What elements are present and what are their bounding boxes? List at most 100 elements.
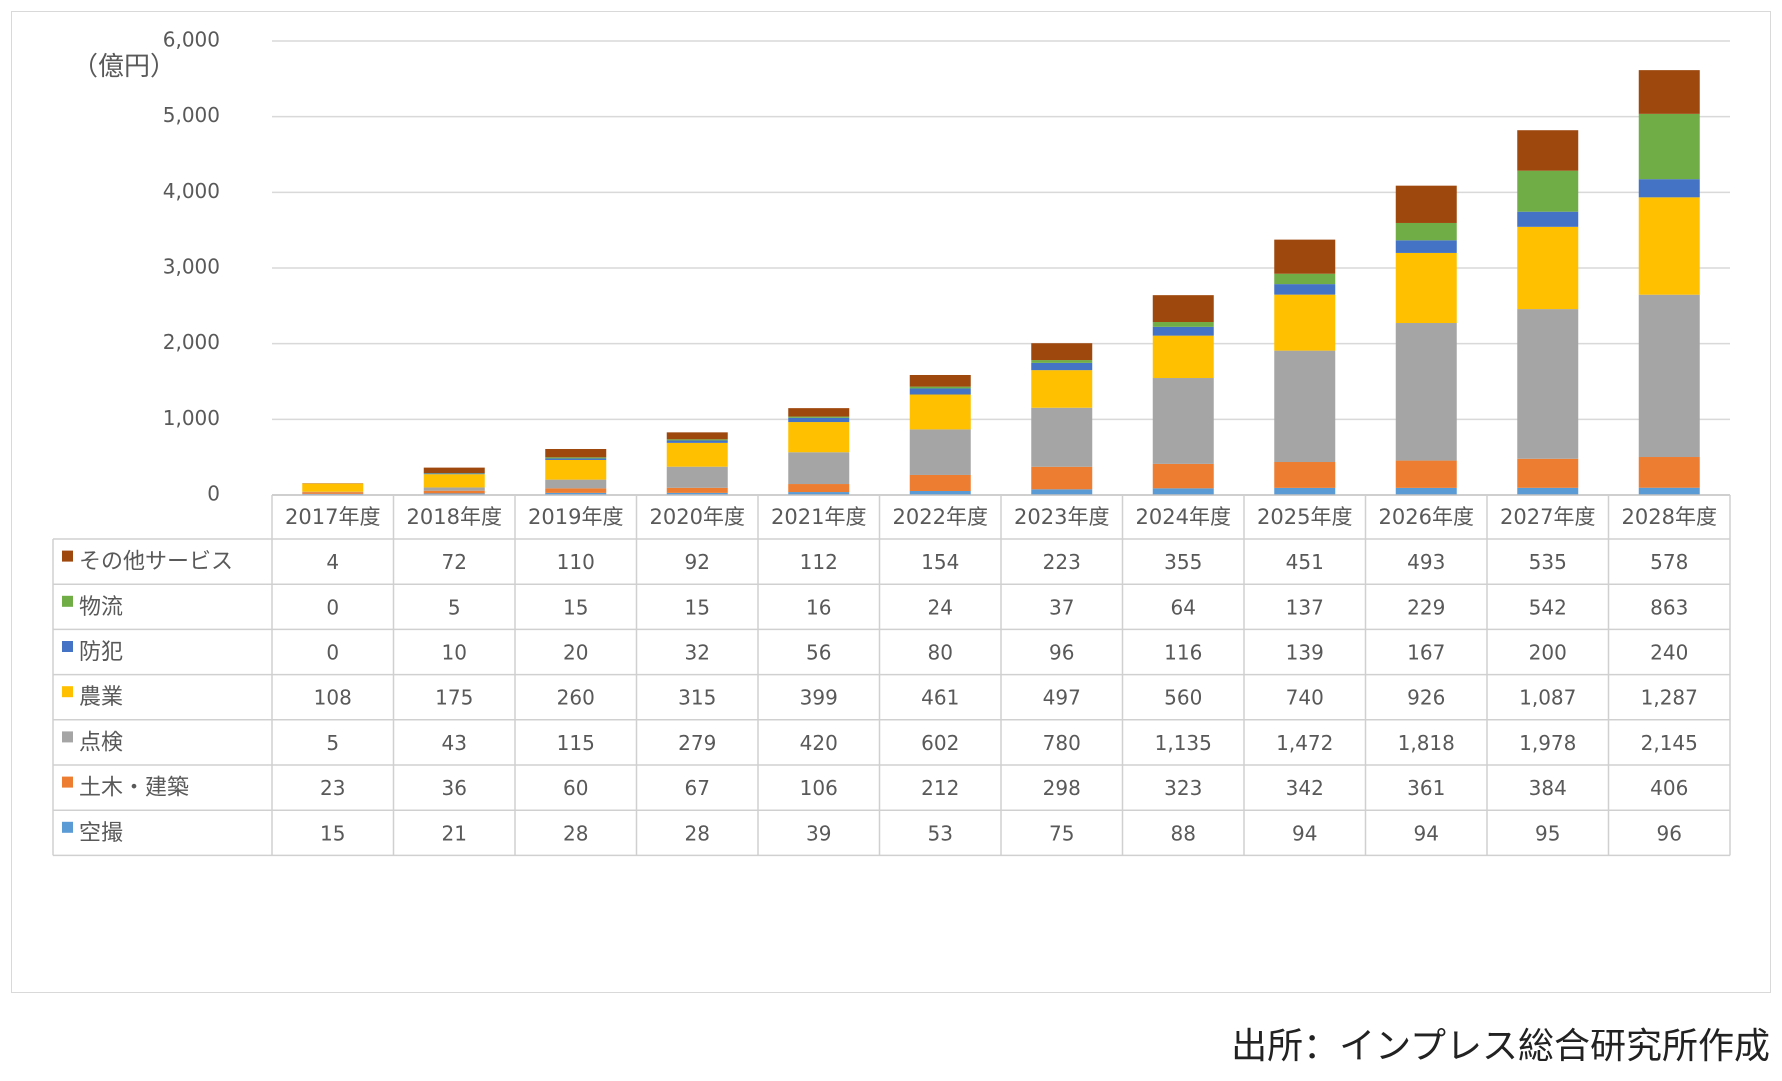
data-label: 229 bbox=[1407, 595, 1445, 619]
data-label: 212 bbox=[921, 776, 959, 800]
data-label: 43 bbox=[442, 731, 467, 755]
data-label: 108 bbox=[314, 686, 352, 710]
bar-segment bbox=[545, 448, 607, 458]
data-label: 94 bbox=[1292, 821, 1317, 845]
bar-segment bbox=[1274, 487, 1336, 495]
data-label: 780 bbox=[1043, 731, 1081, 755]
data-label: 94 bbox=[1414, 821, 1439, 845]
data-label: 260 bbox=[557, 686, 595, 710]
y-tick-label: 0 bbox=[207, 482, 220, 506]
bar-segment bbox=[1395, 460, 1457, 488]
data-label: 56 bbox=[806, 641, 831, 665]
bar-segment bbox=[788, 452, 850, 485]
data-label: 740 bbox=[1286, 686, 1324, 710]
data-label: 21 bbox=[442, 821, 467, 845]
legend-swatch bbox=[62, 776, 73, 788]
bar-segment bbox=[1395, 252, 1457, 324]
data-label: 342 bbox=[1286, 776, 1324, 800]
data-label: 110 bbox=[557, 550, 595, 574]
y-axis-unit-label: （億円） bbox=[72, 52, 177, 82]
bar-segment bbox=[1274, 350, 1336, 463]
data-label: 80 bbox=[928, 641, 953, 665]
legend-label: 物流 bbox=[79, 595, 123, 620]
bar-segment bbox=[423, 490, 485, 494]
data-label: 16 bbox=[806, 595, 831, 619]
data-label: 112 bbox=[800, 550, 838, 574]
data-label: 461 bbox=[921, 686, 959, 710]
data-label: 96 bbox=[1657, 821, 1682, 845]
data-label: 23 bbox=[320, 776, 345, 800]
data-label: 1,135 bbox=[1155, 731, 1212, 755]
data-label: 28 bbox=[563, 821, 588, 845]
data-label: 72 bbox=[442, 550, 467, 574]
data-label: 88 bbox=[1171, 821, 1196, 845]
data-label: 0 bbox=[326, 595, 339, 619]
bar-segment bbox=[788, 408, 850, 417]
y-tick-label: 3,000 bbox=[163, 255, 220, 279]
data-label: 1,978 bbox=[1519, 731, 1576, 755]
data-label: 493 bbox=[1407, 550, 1445, 574]
bar-segment bbox=[423, 474, 485, 488]
bar-segment bbox=[1274, 273, 1336, 285]
x-tick-label: 2024年度 bbox=[1136, 505, 1231, 529]
bar-segment bbox=[909, 429, 971, 475]
bar-segment bbox=[1395, 240, 1457, 253]
bar-segment bbox=[1395, 222, 1457, 241]
bar-segment bbox=[423, 467, 485, 474]
bar-segment bbox=[1274, 462, 1336, 488]
bar-segment bbox=[1152, 326, 1214, 336]
chart-frame: （億円） 0 1,000 2,000 3,000 4,000 5,000 6,000 2017… bbox=[11, 11, 1771, 993]
source-note: 出所：インプレス総合研究所作成 bbox=[1231, 1026, 1770, 1067]
data-label: 535 bbox=[1529, 550, 1567, 574]
y-tick-label: 6,000 bbox=[163, 28, 220, 52]
data-label: 200 bbox=[1529, 641, 1567, 665]
data-label: 315 bbox=[678, 686, 716, 710]
data-label: 323 bbox=[1164, 776, 1202, 800]
x-tick-label: 2018年度 bbox=[407, 505, 502, 529]
bar-segment bbox=[1152, 295, 1214, 323]
data-label: 10 bbox=[442, 641, 467, 665]
data-label: 1,472 bbox=[1276, 731, 1333, 755]
data-label: 15 bbox=[320, 821, 345, 845]
data-label: 24 bbox=[928, 595, 953, 619]
bar-segment bbox=[1274, 294, 1336, 351]
data-label: 863 bbox=[1650, 595, 1688, 619]
bar-segment bbox=[423, 493, 485, 495]
data-label: 926 bbox=[1407, 686, 1445, 710]
data-label: 1,287 bbox=[1641, 686, 1698, 710]
data-label: 67 bbox=[685, 776, 710, 800]
bar-segment bbox=[666, 432, 728, 440]
y-tick-label: 5,000 bbox=[163, 103, 220, 127]
bar-segment bbox=[302, 492, 364, 494]
bar-segment bbox=[788, 422, 850, 453]
bar-segment bbox=[1031, 370, 1093, 408]
bar-segment bbox=[545, 479, 607, 489]
y-tick-label: 2,000 bbox=[163, 330, 220, 354]
data-label: 175 bbox=[435, 686, 473, 710]
data-label: 32 bbox=[685, 641, 710, 665]
data-label: 75 bbox=[1049, 821, 1074, 845]
x-tick-label: 2027年度 bbox=[1500, 505, 1595, 529]
legend-label: 点検 bbox=[79, 730, 123, 755]
legend-swatch bbox=[62, 595, 73, 607]
x-tick-label: 2022年度 bbox=[893, 505, 988, 529]
bar-segment bbox=[909, 374, 971, 387]
data-label: 106 bbox=[800, 776, 838, 800]
data-label: 39 bbox=[806, 821, 831, 845]
data-label: 1,087 bbox=[1519, 686, 1576, 710]
bar-segment bbox=[302, 483, 364, 492]
data-label: 20 bbox=[563, 641, 588, 665]
data-label: 115 bbox=[557, 731, 595, 755]
legend-swatch bbox=[62, 821, 73, 833]
bar-segment bbox=[666, 487, 728, 493]
bar-segment bbox=[1031, 489, 1093, 495]
data-label: 240 bbox=[1650, 641, 1688, 665]
data-label: 602 bbox=[921, 731, 959, 755]
bar-segment bbox=[909, 474, 971, 491]
legend-swatch bbox=[62, 686, 73, 698]
data-label: 167 bbox=[1407, 641, 1445, 665]
bar-segment bbox=[1517, 130, 1579, 171]
bar-segment bbox=[666, 439, 728, 441]
bar-segment bbox=[1031, 466, 1093, 490]
bar-segment bbox=[1031, 343, 1093, 361]
